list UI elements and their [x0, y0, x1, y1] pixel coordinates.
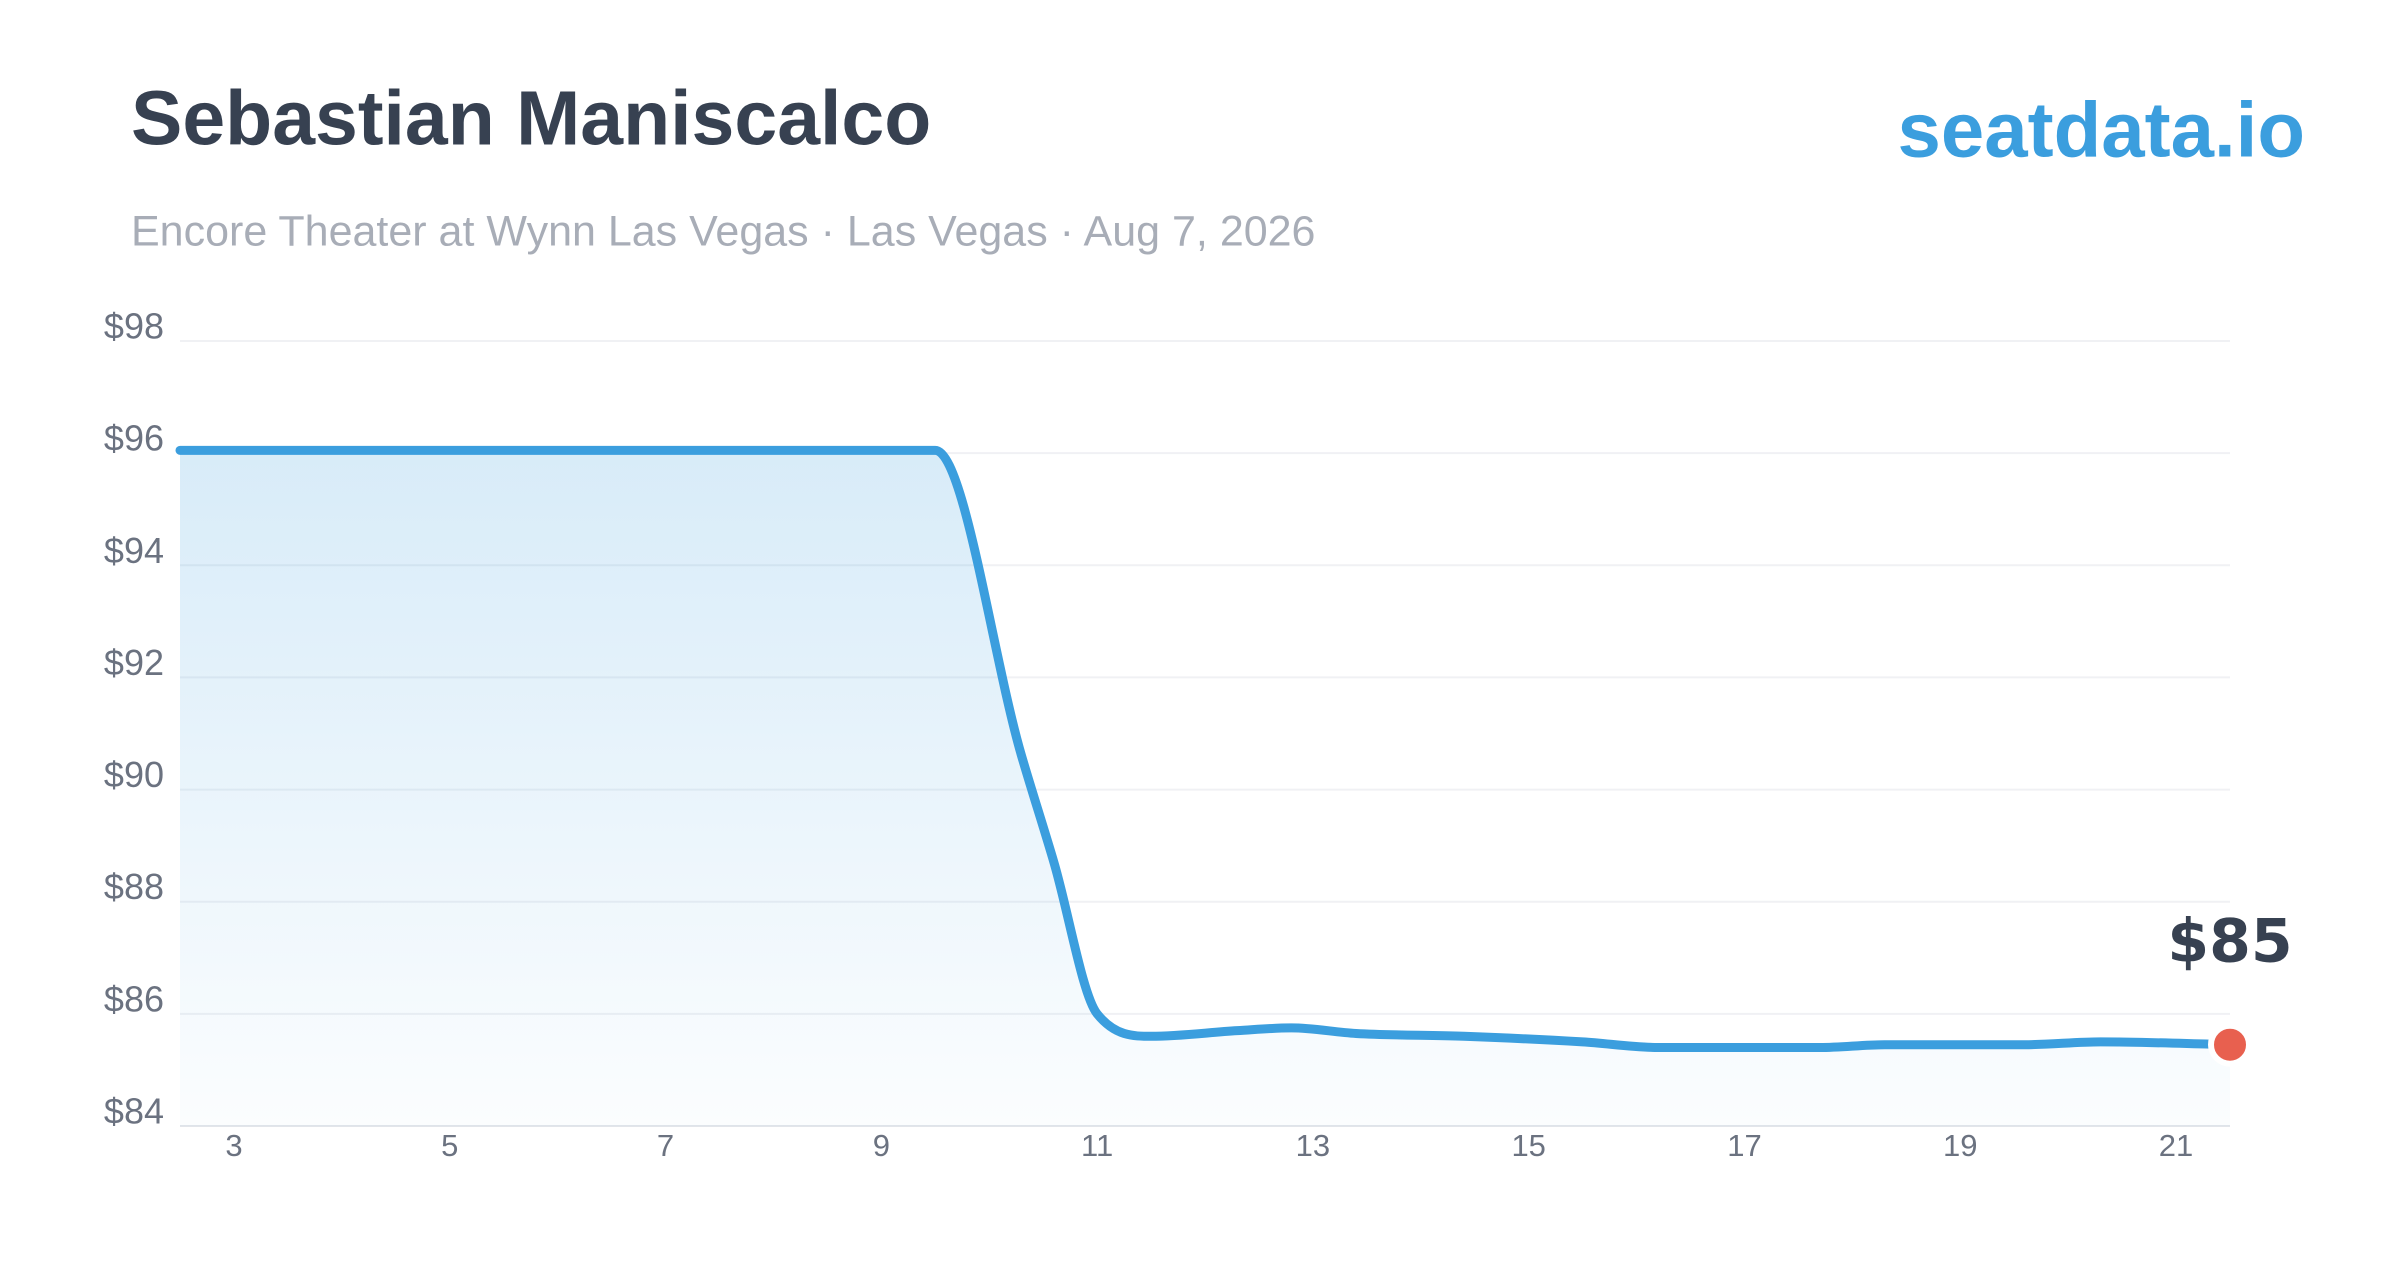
x-tick-label: 3	[225, 1128, 242, 1163]
value-label: $85	[2167, 906, 2292, 976]
x-tick-label: 15	[1511, 1128, 1545, 1163]
x-tick-label: 21	[2159, 1128, 2193, 1163]
last-point	[2208, 1022, 2252, 1067]
x-tick-label: 7	[657, 1128, 674, 1163]
area	[180, 450, 2230, 1126]
y-tick-label: $88	[104, 866, 164, 907]
y-tick-label: $86	[104, 978, 164, 1019]
line	[175, 445, 2235, 1053]
y-tick-label: $96	[104, 418, 164, 459]
x-tick-label: 9	[873, 1128, 890, 1163]
y-tick-label: $94	[104, 530, 164, 571]
y-tick-label: $92	[104, 642, 164, 683]
plot: $84 $86 $88 $90 $92 $94 $96 $98 3 5 7 9 11 13 15 17 19 21…	[104, 306, 2293, 1164]
y-tick-label: $90	[104, 754, 164, 795]
x-tick-label: 19	[1943, 1128, 1977, 1163]
chart-title: Sebastian Maniscalco	[131, 75, 931, 161]
brand: seatdata.io	[1898, 86, 2305, 174]
y-tick-label: $84	[104, 1091, 164, 1132]
x-tick-label: 11	[1081, 1128, 1113, 1163]
x-tick-label: 13	[1296, 1128, 1330, 1163]
y-tick-label: $98	[104, 306, 164, 347]
x-tick-label: 17	[1727, 1128, 1761, 1163]
x-tick-label: 5	[441, 1128, 458, 1163]
chart-subtitle: Encore Theater at Wynn Las Vegas · Las V…	[131, 207, 1315, 255]
